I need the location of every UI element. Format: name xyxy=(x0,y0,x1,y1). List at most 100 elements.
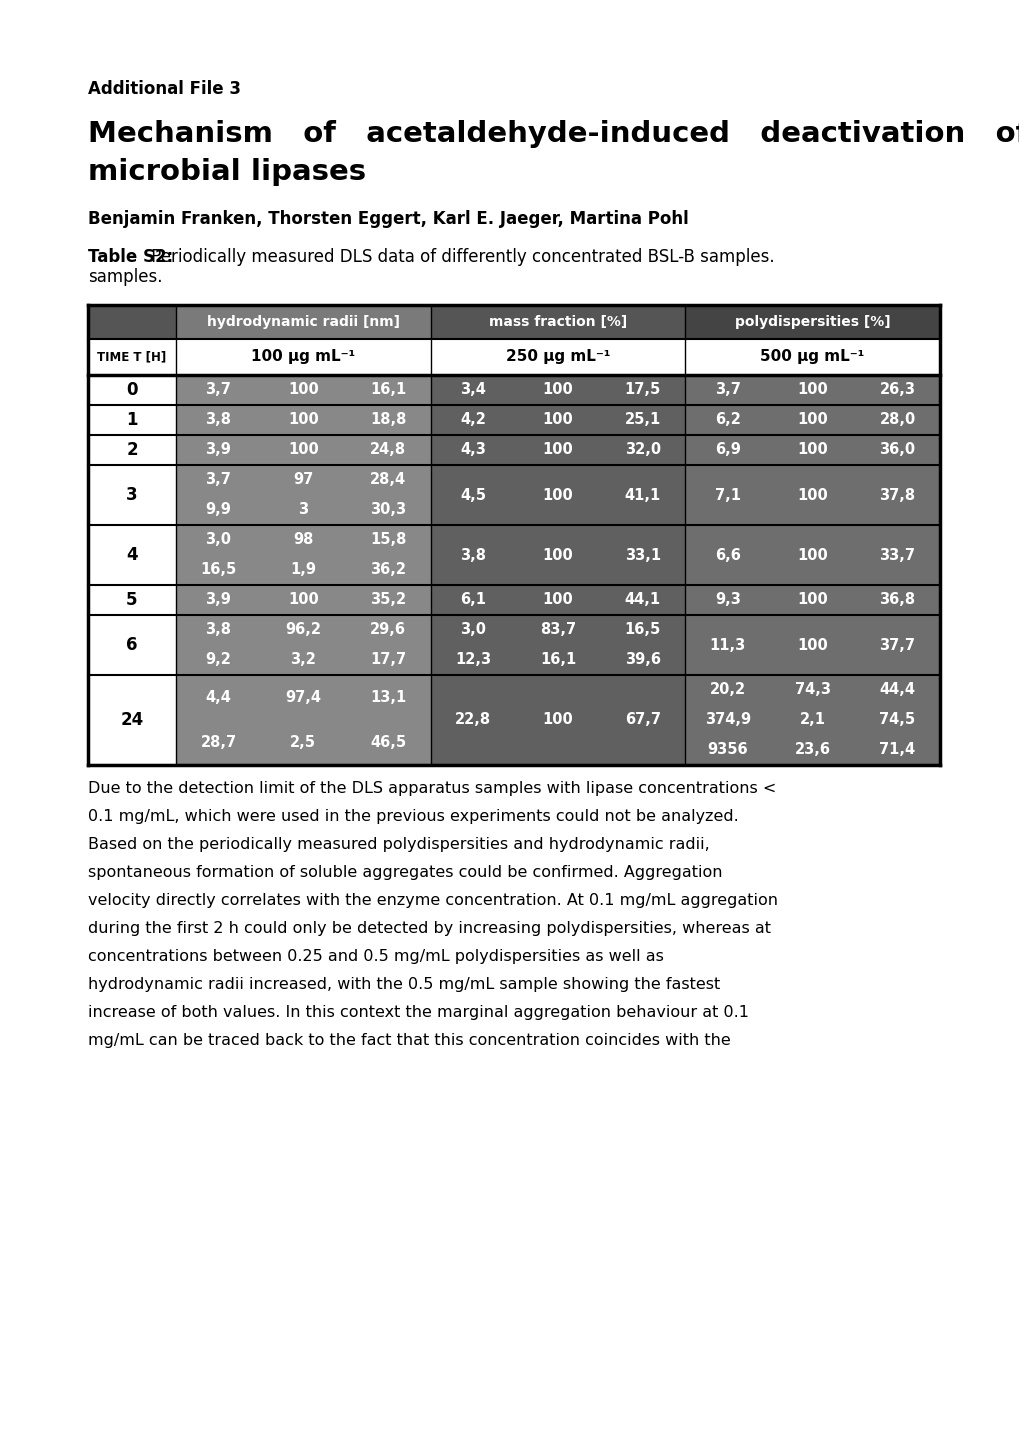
Text: 100: 100 xyxy=(287,443,318,457)
Bar xyxy=(176,584,430,615)
Text: 20,2: 20,2 xyxy=(709,683,745,697)
Text: 71,4: 71,4 xyxy=(878,743,915,758)
Text: 36,2: 36,2 xyxy=(370,563,406,577)
Text: 23,6: 23,6 xyxy=(794,743,829,758)
Text: 97: 97 xyxy=(292,472,313,488)
Bar xyxy=(430,465,685,525)
Text: 3: 3 xyxy=(126,486,138,504)
Bar xyxy=(430,405,685,434)
Text: 44,1: 44,1 xyxy=(625,593,660,608)
Bar xyxy=(88,375,176,405)
Bar xyxy=(88,584,176,615)
Bar xyxy=(176,375,430,405)
Text: 3,8: 3,8 xyxy=(205,413,231,427)
Bar xyxy=(88,615,176,675)
Bar xyxy=(176,304,430,339)
Bar xyxy=(176,434,430,465)
Text: 16,1: 16,1 xyxy=(370,382,406,397)
Text: 2,5: 2,5 xyxy=(290,734,316,750)
Text: 1,9: 1,9 xyxy=(290,563,316,577)
Text: 17,5: 17,5 xyxy=(625,382,660,397)
Bar xyxy=(430,584,685,615)
Text: 1: 1 xyxy=(126,411,138,429)
Text: 4,5: 4,5 xyxy=(460,488,486,502)
Text: 9,9: 9,9 xyxy=(205,502,231,518)
Text: 6,1: 6,1 xyxy=(460,593,486,608)
Bar xyxy=(88,339,176,375)
Text: 3,9: 3,9 xyxy=(205,593,231,608)
Text: 25,1: 25,1 xyxy=(625,413,660,427)
Text: mg/mL can be traced back to the fact that this concentration coincides with the: mg/mL can be traced back to the fact tha… xyxy=(88,1033,730,1048)
Text: 15,8: 15,8 xyxy=(370,532,406,547)
Text: 100 µg mL⁻¹: 100 µg mL⁻¹ xyxy=(251,349,355,365)
Text: 4: 4 xyxy=(126,545,138,564)
Text: velocity directly correlates with the enzyme concentration. At 0.1 mg/mL aggrega: velocity directly correlates with the en… xyxy=(88,893,777,908)
Text: 16,5: 16,5 xyxy=(625,622,660,638)
Bar xyxy=(176,465,430,525)
Text: 35,2: 35,2 xyxy=(370,593,406,608)
Bar xyxy=(430,675,685,765)
Text: 100: 100 xyxy=(797,638,827,652)
Text: mass fraction [%]: mass fraction [%] xyxy=(488,315,627,329)
Text: 3,2: 3,2 xyxy=(290,652,316,668)
Bar xyxy=(88,434,176,465)
Bar xyxy=(685,304,940,339)
Text: Additional File 3: Additional File 3 xyxy=(88,79,240,98)
Text: 3,0: 3,0 xyxy=(205,532,231,547)
Text: 36,0: 36,0 xyxy=(878,443,915,457)
Text: 26,3: 26,3 xyxy=(878,382,915,397)
Text: 100: 100 xyxy=(542,382,573,397)
Text: 6,2: 6,2 xyxy=(714,413,740,427)
Bar xyxy=(430,375,685,405)
Text: 3,0: 3,0 xyxy=(460,622,486,638)
Bar xyxy=(176,525,430,584)
Text: Mechanism   of   acetaldehyde-induced   deactivation   of: Mechanism of acetaldehyde-induced deacti… xyxy=(88,120,1019,149)
Text: 100: 100 xyxy=(797,382,827,397)
Bar xyxy=(685,675,940,765)
Text: 250 µg mL⁻¹: 250 µg mL⁻¹ xyxy=(505,349,609,365)
Bar xyxy=(88,465,176,525)
Bar xyxy=(685,434,940,465)
Text: 100: 100 xyxy=(797,443,827,457)
Text: 74,3: 74,3 xyxy=(794,683,829,697)
Text: 28,0: 28,0 xyxy=(878,413,915,427)
Text: 2,1: 2,1 xyxy=(799,713,824,727)
Bar xyxy=(685,584,940,615)
Text: 28,7: 28,7 xyxy=(200,734,236,750)
Text: 97,4: 97,4 xyxy=(285,690,321,706)
Bar xyxy=(685,465,940,525)
Text: 37,8: 37,8 xyxy=(878,488,915,502)
Text: 67,7: 67,7 xyxy=(625,713,660,727)
Text: 32,0: 32,0 xyxy=(625,443,660,457)
Bar xyxy=(430,304,685,339)
Text: 100: 100 xyxy=(542,488,573,502)
Text: 374,9: 374,9 xyxy=(704,713,750,727)
Text: 9,3: 9,3 xyxy=(714,593,740,608)
Bar xyxy=(430,615,685,675)
Text: spontaneous formation of soluble aggregates could be confirmed. Aggregation: spontaneous formation of soluble aggrega… xyxy=(88,864,721,880)
Text: increase of both values. In this context the marginal aggregation behaviour at 0: increase of both values. In this context… xyxy=(88,1004,748,1020)
Bar xyxy=(685,525,940,584)
Text: 100: 100 xyxy=(797,413,827,427)
Text: during the first 2 h could only be detected by increasing polydispersities, wher: during the first 2 h could only be detec… xyxy=(88,921,770,937)
Text: 100: 100 xyxy=(542,443,573,457)
Text: 12,3: 12,3 xyxy=(454,652,491,668)
Text: 0: 0 xyxy=(126,381,138,400)
Bar xyxy=(176,405,430,434)
Text: 100: 100 xyxy=(797,593,827,608)
Text: 74,5: 74,5 xyxy=(878,713,915,727)
Text: polydispersities [%]: polydispersities [%] xyxy=(734,315,890,329)
Text: 3: 3 xyxy=(298,502,308,518)
Text: Benjamin Franken, Thorsten Eggert, Karl E. Jaeger, Martina Pohl: Benjamin Franken, Thorsten Eggert, Karl … xyxy=(88,211,688,228)
Text: TIME T [H]: TIME T [H] xyxy=(97,351,166,364)
Text: 4,3: 4,3 xyxy=(460,443,486,457)
Text: 22,8: 22,8 xyxy=(454,713,491,727)
Text: 3,7: 3,7 xyxy=(205,382,231,397)
Bar xyxy=(176,615,430,675)
Bar xyxy=(430,434,685,465)
Text: 4,2: 4,2 xyxy=(460,413,486,427)
Bar xyxy=(685,405,940,434)
Text: hydrodynamic radii increased, with the 0.5 mg/mL sample showing the fastest: hydrodynamic radii increased, with the 0… xyxy=(88,977,719,991)
Text: 4,4: 4,4 xyxy=(205,690,231,706)
Bar xyxy=(176,675,430,765)
